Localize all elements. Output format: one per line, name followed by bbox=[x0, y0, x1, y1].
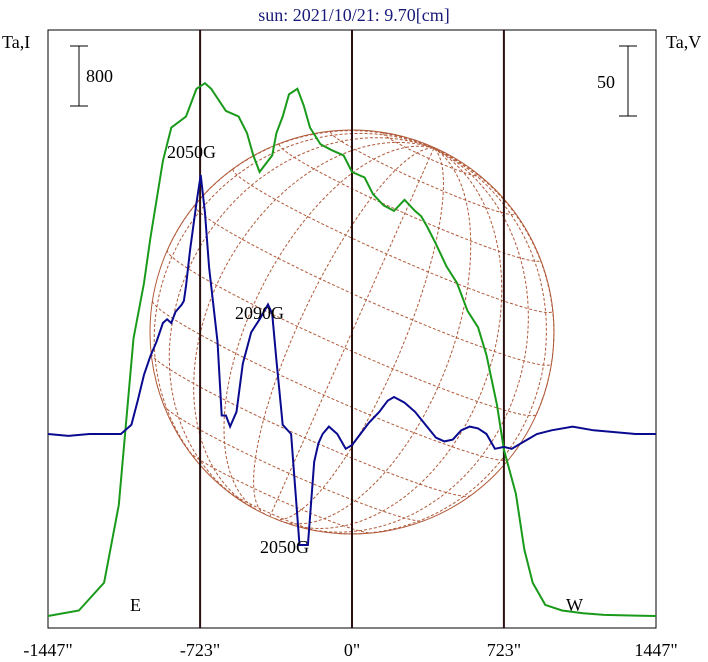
annotation-2050g-top: 2050G bbox=[167, 142, 216, 162]
longitude-line bbox=[269, 148, 435, 517]
latitude-line bbox=[163, 405, 424, 522]
west-limb-label: W bbox=[566, 595, 583, 615]
left-scale-bar: 800 bbox=[70, 45, 113, 107]
x-tick-label-3: 723" bbox=[487, 640, 521, 660]
longitude-line bbox=[167, 130, 434, 251]
chart-title: sun: 2021/10/21: 9.70[cm] bbox=[258, 5, 450, 25]
annotation-2090g: 2090G bbox=[235, 303, 284, 323]
x-tick-label-0: -1447" bbox=[23, 640, 72, 660]
longitude-line bbox=[279, 147, 472, 525]
longitude-line bbox=[153, 132, 434, 478]
right-axis-label: Ta,V bbox=[666, 32, 701, 52]
x-tick-label-1: -723" bbox=[180, 640, 220, 660]
series-line-polarization bbox=[47, 174, 656, 546]
series-line-intensity bbox=[47, 81, 657, 617]
left-scale-bar-label: 800 bbox=[86, 66, 113, 86]
right-scale-bar: 50 bbox=[597, 45, 637, 117]
longitude-line bbox=[304, 147, 529, 533]
east-limb-label: E bbox=[130, 595, 141, 615]
longitude-line bbox=[223, 145, 434, 513]
x-tick-label-4: 1447" bbox=[634, 640, 677, 660]
longitude-line bbox=[193, 141, 434, 507]
annotation-2050g-bottom: 2050G bbox=[260, 537, 309, 557]
left-axis-label: Ta,I bbox=[2, 32, 30, 52]
longitude-line bbox=[168, 137, 434, 500]
right-scale-bar-label: 50 bbox=[597, 72, 615, 92]
longitude-line bbox=[274, 147, 445, 521]
x-tick-label-2: 0" bbox=[344, 640, 360, 660]
limb-markers bbox=[199, 30, 505, 628]
longitude-line bbox=[433, 147, 555, 415]
latitude-line bbox=[189, 451, 372, 534]
longitude-line bbox=[290, 147, 503, 530]
x-tick-labels: -1447" -723" 0" 723" 1447" bbox=[23, 640, 677, 660]
longitude-line bbox=[253, 147, 434, 515]
